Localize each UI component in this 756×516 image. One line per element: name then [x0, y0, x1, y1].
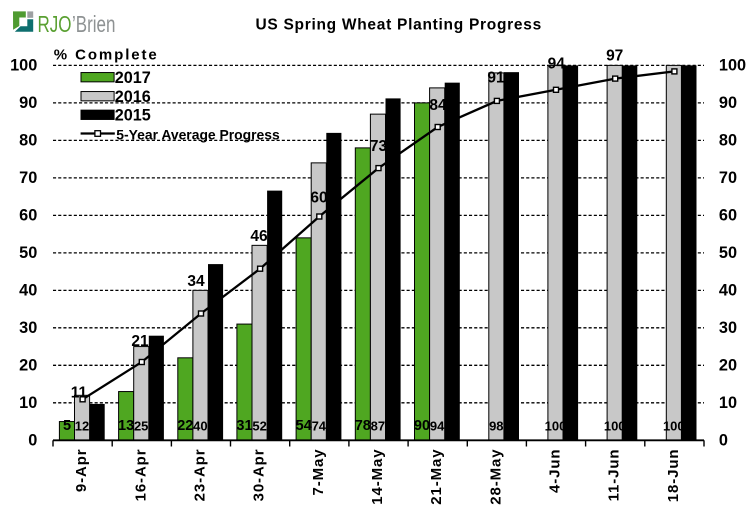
svg-text:98: 98 [489, 418, 503, 433]
svg-text:100: 100 [545, 418, 567, 433]
svg-text:5-Year Average Progress: 5-Year Average Progress [116, 126, 280, 142]
svg-text:28-May: 28-May [487, 449, 504, 505]
svg-text:’Brien: ’Brien [72, 12, 115, 38]
svg-text:54: 54 [296, 418, 312, 434]
svg-text:100: 100 [604, 418, 626, 433]
svg-text:% Complete: % Complete [54, 47, 159, 64]
svg-text:30: 30 [719, 319, 737, 337]
svg-text:50: 50 [719, 244, 737, 262]
svg-text:2015: 2015 [115, 107, 151, 125]
svg-text:70: 70 [19, 169, 37, 187]
svg-text:80: 80 [19, 132, 37, 150]
svg-text:40: 40 [719, 282, 737, 300]
svg-text:13: 13 [118, 418, 134, 434]
svg-text:12: 12 [75, 418, 89, 433]
svg-text:20: 20 [19, 357, 37, 375]
svg-text:21-May: 21-May [428, 449, 445, 505]
svg-text:84: 84 [429, 97, 447, 114]
svg-text:11: 11 [71, 385, 88, 402]
svg-text:34: 34 [187, 273, 205, 290]
svg-text:30-Apr: 30-Apr [251, 449, 268, 502]
svg-text:21: 21 [131, 333, 149, 350]
svg-text:46: 46 [250, 228, 268, 245]
svg-text:10: 10 [19, 394, 37, 412]
svg-text:2017: 2017 [115, 69, 151, 87]
svg-text:60: 60 [19, 207, 37, 225]
svg-text:80: 80 [719, 132, 737, 150]
svg-text:90: 90 [414, 418, 430, 434]
svg-text:74: 74 [312, 418, 327, 433]
svg-text:78: 78 [355, 418, 371, 434]
svg-text:73: 73 [370, 138, 388, 155]
svg-text:52: 52 [252, 418, 266, 433]
svg-text:90: 90 [719, 94, 737, 112]
svg-text:30: 30 [19, 319, 37, 337]
svg-text:16-Apr: 16-Apr [132, 449, 149, 502]
svg-text:100: 100 [10, 57, 37, 75]
svg-text:60: 60 [310, 190, 327, 207]
svg-text:18-Jun: 18-Jun [665, 449, 682, 503]
svg-text:94: 94 [430, 418, 445, 433]
svg-text:97: 97 [606, 48, 623, 65]
svg-text:0: 0 [719, 432, 728, 450]
svg-text:70: 70 [719, 169, 737, 187]
svg-text:US Spring Wheat Planting Progr: US Spring Wheat Planting Progress [255, 17, 541, 34]
svg-text:100: 100 [663, 418, 685, 433]
svg-text:60: 60 [719, 207, 737, 225]
svg-text:5: 5 [63, 418, 71, 434]
svg-text:9-Apr: 9-Apr [73, 449, 90, 493]
svg-text:91: 91 [487, 70, 505, 87]
svg-text:31: 31 [236, 418, 252, 434]
svg-text:RJO: RJO [38, 12, 72, 38]
svg-text:40: 40 [19, 282, 37, 300]
svg-text:4-Jun: 4-Jun [547, 449, 564, 494]
svg-text:2016: 2016 [115, 88, 151, 106]
svg-text:20: 20 [719, 357, 737, 375]
svg-text:0: 0 [28, 432, 37, 450]
svg-text:23-Apr: 23-Apr [192, 449, 209, 502]
svg-text:94: 94 [548, 56, 566, 73]
svg-text:25: 25 [134, 418, 148, 433]
svg-text:14-May: 14-May [369, 449, 386, 505]
svg-text:10: 10 [719, 394, 737, 412]
svg-text:11-Jun: 11-Jun [606, 449, 623, 502]
svg-text:90: 90 [19, 94, 37, 112]
svg-text:40: 40 [193, 418, 207, 433]
svg-text:100: 100 [719, 57, 746, 75]
svg-text:22: 22 [177, 418, 193, 434]
svg-text:50: 50 [19, 244, 37, 262]
svg-text:7-May: 7-May [310, 449, 327, 496]
svg-text:87: 87 [371, 418, 385, 433]
